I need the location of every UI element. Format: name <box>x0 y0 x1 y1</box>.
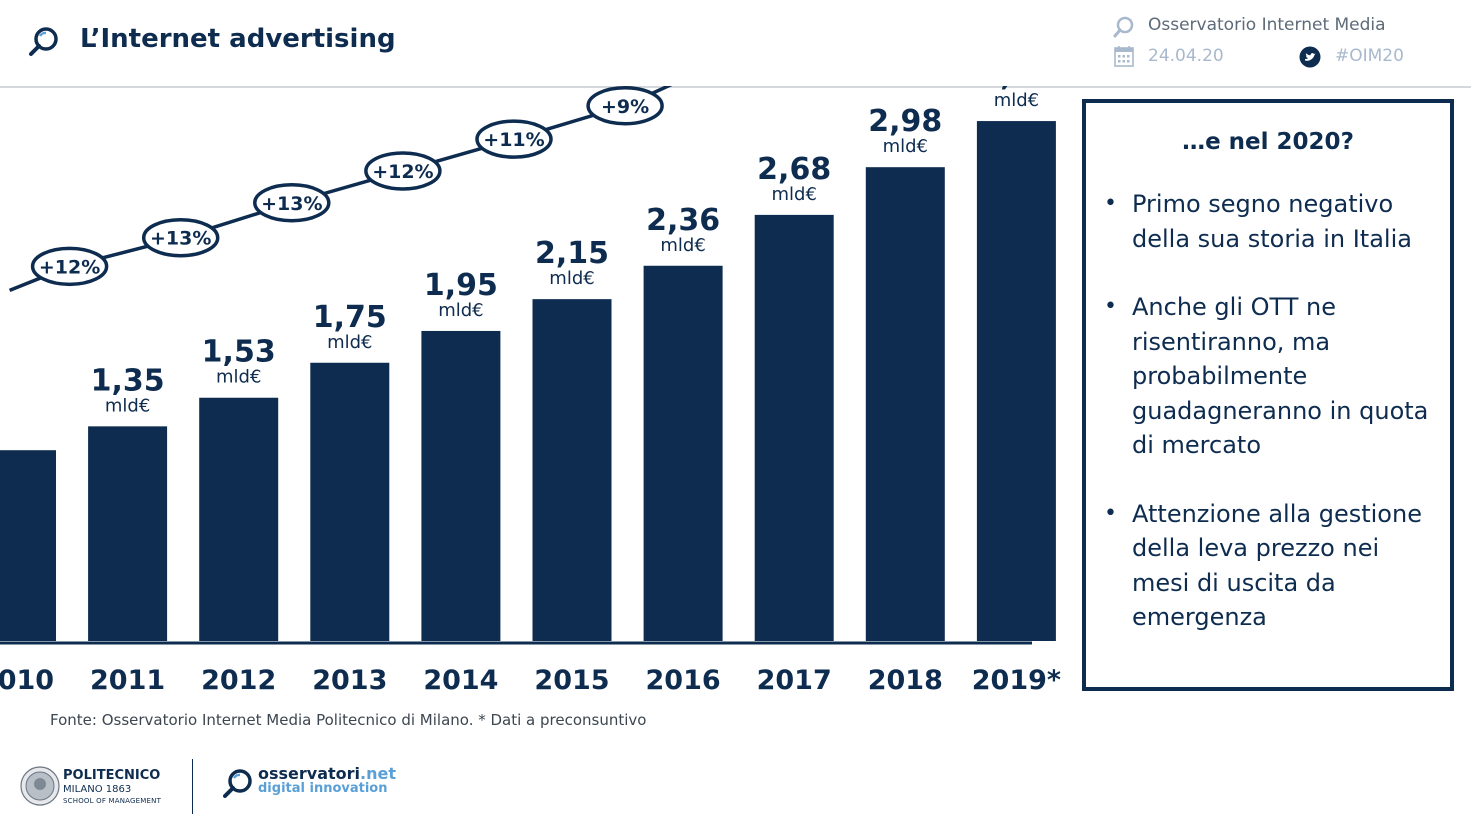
bar <box>754 214 834 641</box>
growth-label: +12% <box>372 161 433 183</box>
twitter-icon <box>1299 46 1321 68</box>
data-label: 2,98 <box>868 104 942 139</box>
growth-badge <box>586 86 664 126</box>
side-box: …e nel 2020? • Primo segno negativo della… <box>1082 99 1454 691</box>
unit-label: mld€ <box>549 268 594 289</box>
data-label: 1,95 <box>424 268 498 303</box>
data-label: 1,75 <box>313 300 387 335</box>
data-label: 1,35 <box>91 363 165 398</box>
data-label: 2,36 <box>646 203 720 238</box>
bar-chart: 201020111,35mld€20121,53mld€20131,75mld€… <box>0 86 1061 696</box>
unit-label: mld€ <box>771 184 816 205</box>
bar <box>976 121 1056 641</box>
x-tick-label: 2012 <box>201 665 276 696</box>
growth-label: +13% <box>150 228 211 250</box>
x-tick-label: 2010 <box>0 665 54 696</box>
bullet-item: • Attenzione alla gestione della leva pre… <box>1100 497 1444 635</box>
bullet-dot-icon: • <box>1104 500 1117 526</box>
bullet-text: Anche gli OTT ne risentiranno, ma probab… <box>1132 293 1429 459</box>
growth-badge <box>364 151 442 191</box>
growth-label: +9% <box>601 96 649 118</box>
magnifier-icon <box>29 27 58 56</box>
x-tick-label: 2019* <box>972 665 1061 696</box>
unit-label: mld€ <box>438 300 483 321</box>
source-note: Fonte: Osservatorio Internet Media Polit… <box>50 711 647 729</box>
bar <box>88 426 168 641</box>
x-tick-label: 2016 <box>646 665 721 696</box>
magnifier-icon <box>223 769 252 798</box>
bullet-item: • Primo segno negativo della sua storia i… <box>1100 187 1444 256</box>
growth-label: +12% <box>39 256 100 278</box>
x-tick-label: 2014 <box>423 665 498 696</box>
growth-badge <box>30 246 109 287</box>
osservatori-tagline: digital innovation <box>258 781 388 796</box>
x-tick-label: 2015 <box>534 665 609 696</box>
growth-badge <box>475 119 553 159</box>
unit-label: mld€ <box>660 235 705 256</box>
data-label: 2,15 <box>535 236 609 271</box>
polimi-school: SCHOOL OF MANAGEMENT <box>63 797 162 805</box>
unit-label: mld€ <box>105 395 150 416</box>
x-tick-label: 2011 <box>90 665 165 696</box>
polimi-seal-icon <box>20 766 60 806</box>
magnifier-icon <box>1113 16 1134 38</box>
growth-label: +13% <box>261 193 322 215</box>
bar <box>865 167 945 641</box>
side-box-title: …e nel 2020? <box>1182 129 1354 155</box>
unit-label: mld€ <box>327 332 372 353</box>
osservatori-logo-text: osservatori.net <box>258 764 396 783</box>
bullet-text: Attenzione alla gestione della leva prez… <box>1132 499 1422 632</box>
bar <box>0 450 56 641</box>
data-label: 3,27 <box>979 86 1053 93</box>
page-title: L’Internet advertising <box>80 24 396 54</box>
x-tick-label: 2017 <box>757 665 832 696</box>
bullet-dot-icon: • <box>1104 191 1117 216</box>
calendar-icon <box>1114 46 1134 67</box>
date-label: 24.04.20 <box>1148 46 1224 66</box>
bar <box>421 330 501 641</box>
osservatori-name: osservatori <box>258 764 361 783</box>
bullet-list: • Primo segno negativo della sua storia i… <box>1100 187 1444 669</box>
unit-label: mld€ <box>216 367 261 388</box>
unit-label: mld€ <box>883 136 928 157</box>
bullet-dot-icon: • <box>1104 294 1117 319</box>
polimi-city: MILANO 1863 <box>63 784 132 795</box>
unit-label: mld€ <box>994 90 1039 111</box>
osservatori-net: .net <box>360 764 396 783</box>
bullet-text: Primo segno negativo della sua storia in… <box>1132 190 1412 253</box>
bullet-item: • Anche gli OTT ne risentiranno, ma proba… <box>1100 290 1444 463</box>
bar <box>310 362 390 641</box>
x-tick-label: 2013 <box>312 665 387 696</box>
growth-label: +11% <box>483 129 544 151</box>
polimi-name: POLITECNICO <box>63 768 161 783</box>
hashtag: #OIM20 <box>1335 46 1404 66</box>
bar <box>532 299 612 641</box>
header: L’Internet advertising Osservatorio Inte… <box>0 0 1471 88</box>
growth-badge <box>253 183 331 223</box>
footer-divider <box>192 759 193 814</box>
bar <box>643 265 723 641</box>
bar <box>199 397 279 641</box>
growth-badge <box>141 217 220 258</box>
data-label: 1,53 <box>202 335 276 370</box>
observatory-name: Osservatorio Internet Media <box>1148 15 1386 35</box>
growth-trend-line <box>8 86 673 292</box>
x-tick-label: 2018 <box>868 665 943 696</box>
data-label: 2,68 <box>757 152 831 187</box>
